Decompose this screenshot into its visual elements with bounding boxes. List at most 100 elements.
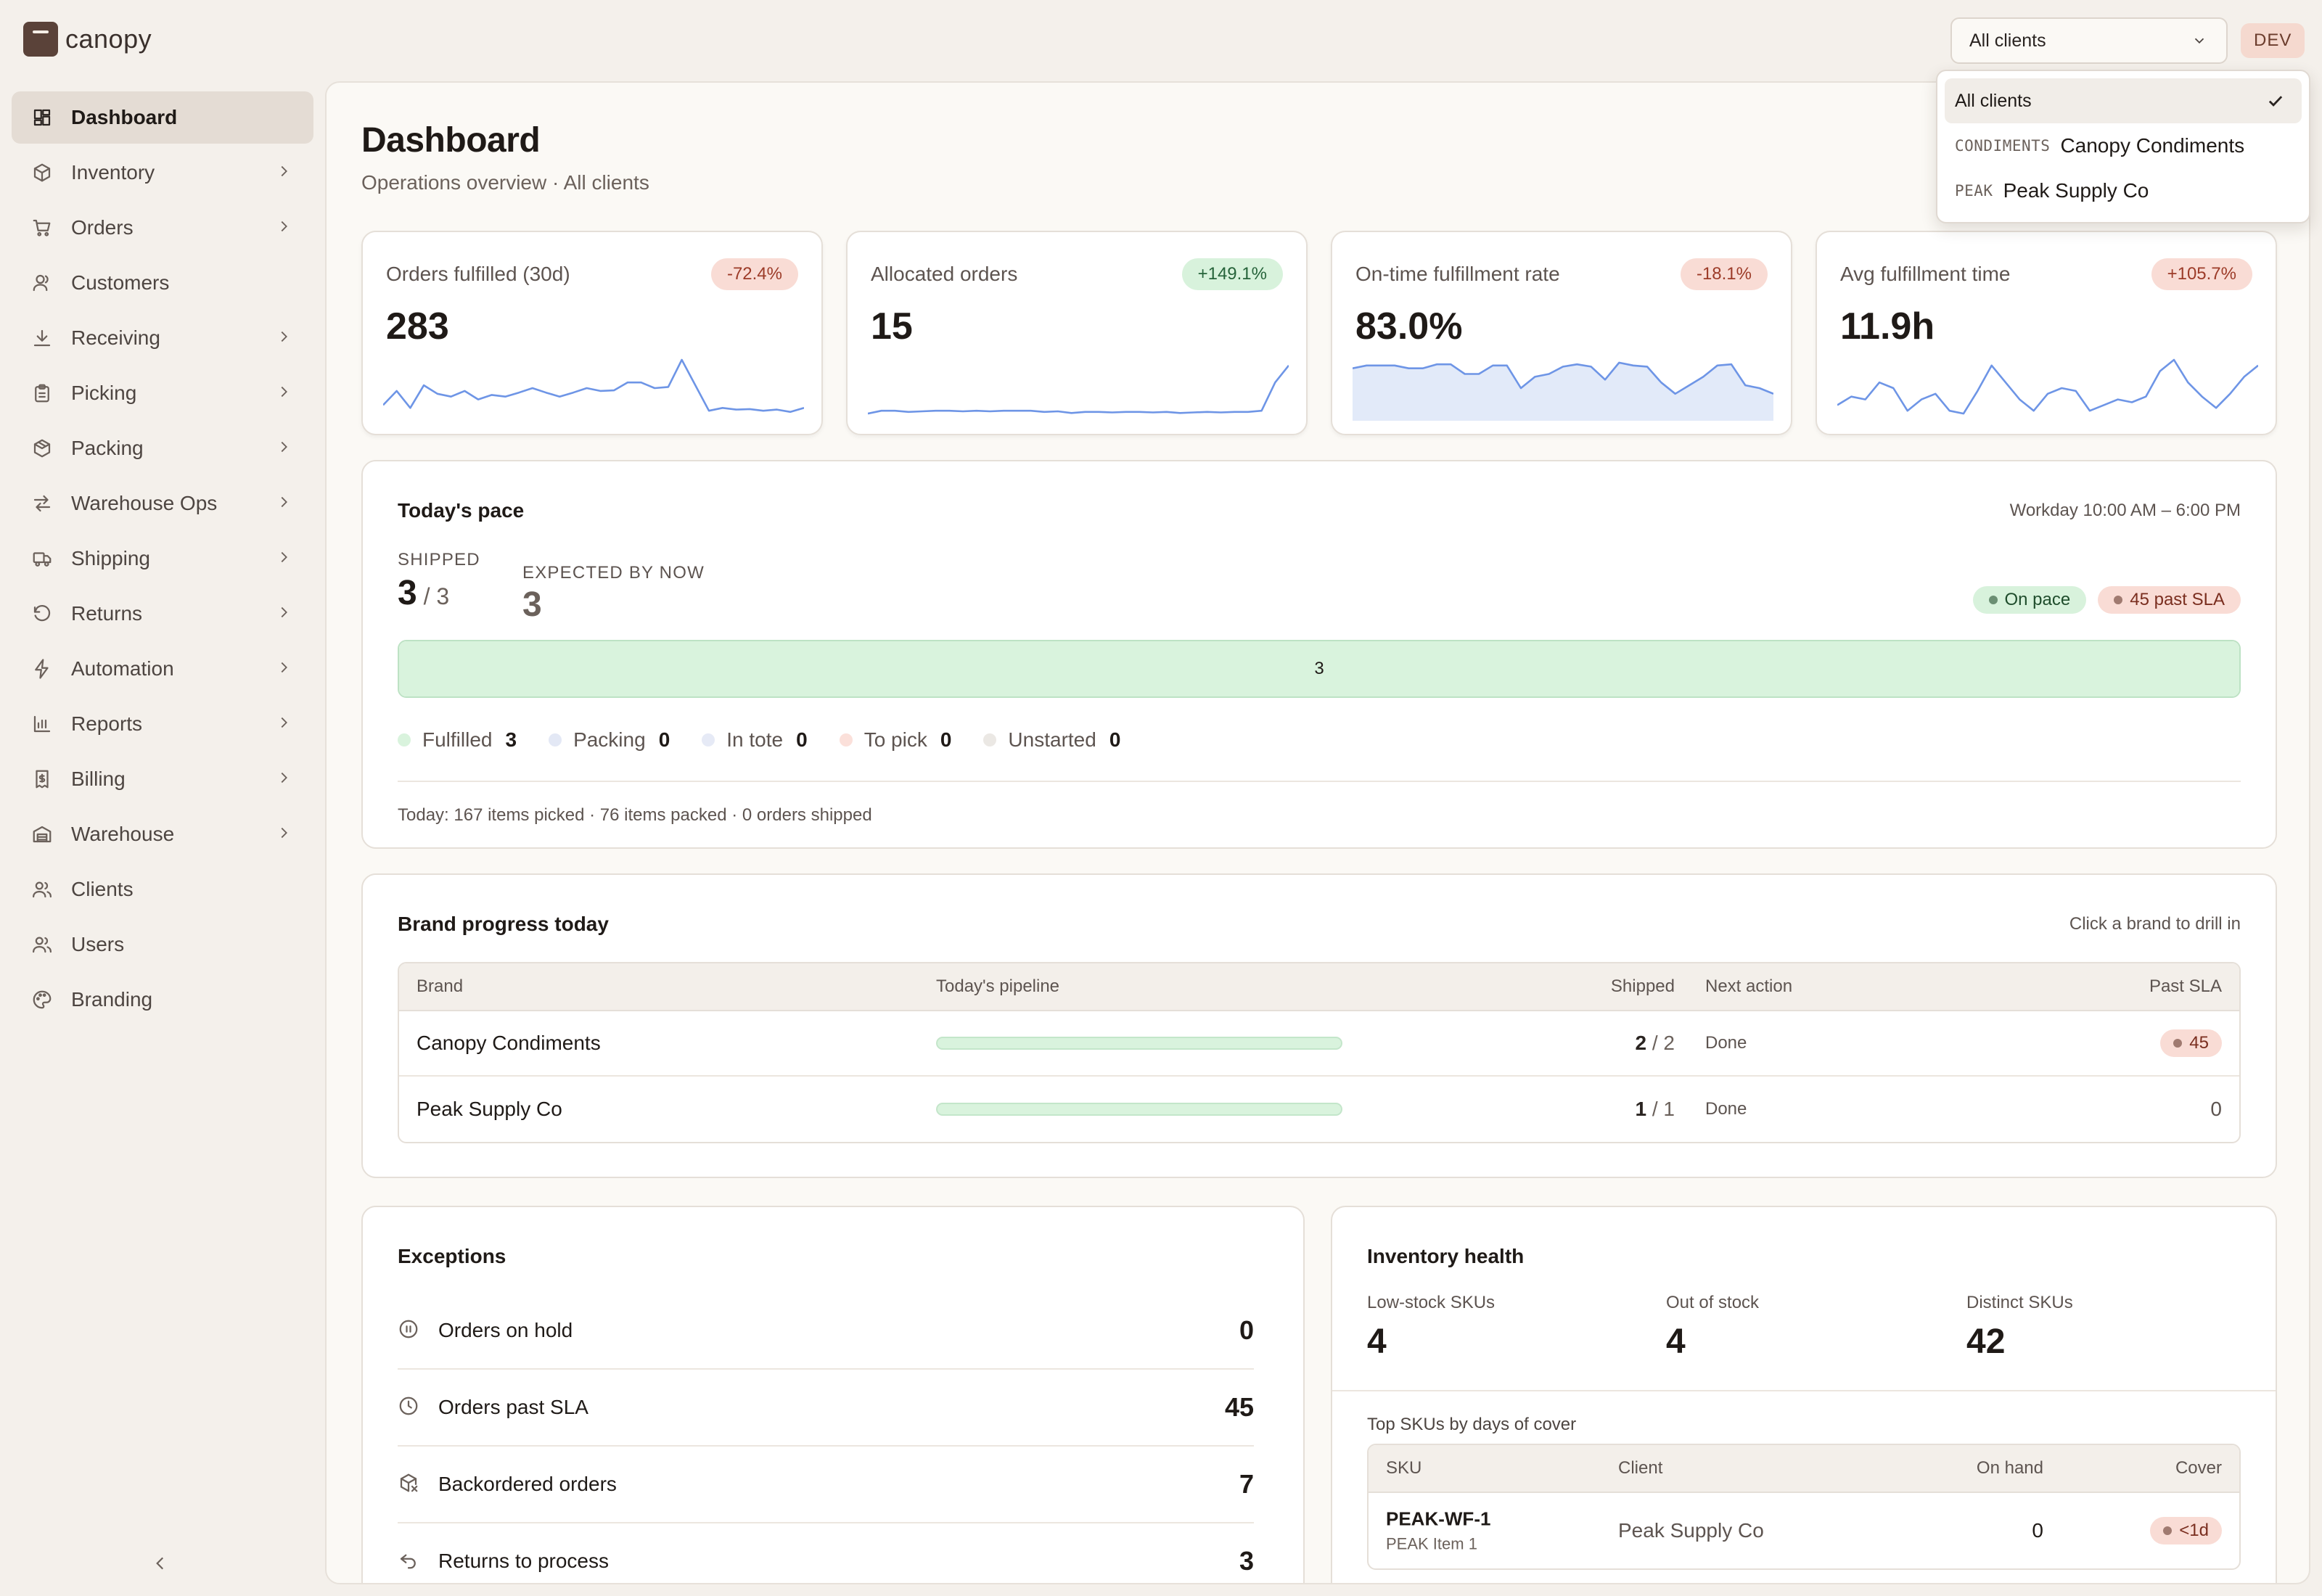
- rotate-ccw-icon: [29, 601, 55, 627]
- legend-count: 0: [796, 728, 808, 751]
- collapse-sidebar-button[interactable]: [151, 1554, 170, 1576]
- sidebar-item-label: Shipping: [71, 547, 150, 569]
- sidebar-item-orders[interactable]: Orders: [12, 202, 313, 254]
- kpi-value: 283: [386, 305, 449, 347]
- client-select[interactable]: All clients: [1950, 17, 2228, 64]
- sku-code: PEAK-WF-1: [1386, 1507, 1491, 1530]
- sidebar-item-users[interactable]: Users: [12, 918, 313, 971]
- sidebar-item-branding[interactable]: Branding: [12, 974, 313, 1026]
- app-logo[interactable]: canopy: [23, 22, 152, 57]
- kpi-sparkline: [383, 358, 804, 414]
- sidebar-item-label: Users: [71, 933, 125, 955]
- sidebar-item-shipping[interactable]: Shipping: [12, 532, 313, 585]
- download-icon: [29, 325, 55, 351]
- kpi-card[interactable]: Orders fulfilled (30d) -72.4% 283: [361, 231, 823, 435]
- sidebar-item-label: Packing: [71, 437, 144, 459]
- legend-label: Fulfilled: [422, 728, 493, 751]
- sidebar-item-returns[interactable]: Returns: [12, 588, 313, 640]
- warehouse-icon: [29, 821, 55, 847]
- status-dot-icon: [2163, 1526, 2173, 1535]
- kpi-card[interactable]: Avg fulfillment time +105.7% 11.9h: [1816, 231, 2277, 435]
- brand-row[interactable]: Canopy Condiments 2 / 2 Done 45: [399, 1011, 2239, 1077]
- env-badge: DEV: [2241, 23, 2305, 58]
- inventory-health-card: Inventory health Low-stock SKUs 4 Out of…: [1331, 1206, 2277, 1583]
- sidebar-item-label: Branding: [71, 988, 153, 1011]
- inventory-divider: [1332, 1390, 2276, 1391]
- inventory-stat-value: 4: [1367, 1323, 1387, 1361]
- client-option[interactable]: CONDIMENTS Canopy Condiments: [1945, 123, 2302, 168]
- chevron-right-icon: [276, 216, 292, 239]
- sidebar-item-label: Billing: [71, 768, 126, 790]
- kpi-label: Orders fulfilled (30d): [386, 263, 570, 285]
- kpi-card[interactable]: Allocated orders +149.1% 15: [846, 231, 1308, 435]
- brand-shipped-count: 1: [1635, 1098, 1647, 1120]
- status-dot-icon: [1988, 596, 1998, 604]
- sidebar-item-warehouse[interactable]: Warehouse: [12, 808, 313, 860]
- kpi-value: 11.9h: [1840, 305, 1935, 347]
- sidebar-item-label: Clients: [71, 878, 134, 900]
- canopy-logo-icon: [23, 22, 58, 57]
- brand-row[interactable]: Peak Supply Co 1 / 1 Done 0: [399, 1077, 2239, 1142]
- client-option[interactable]: PEAK Peak Supply Co: [1945, 168, 2302, 213]
- sidebar-item-reports[interactable]: Reports: [12, 698, 313, 750]
- package-x-icon: [398, 1472, 438, 1497]
- main-content: Dashboard Operations overview · All clie…: [325, 81, 2310, 1584]
- sidebar-item-picking[interactable]: Picking: [12, 367, 313, 419]
- brand-progress-card: Brand progress today Click a brand to dr…: [361, 873, 2277, 1178]
- legend-label: In tote: [726, 728, 784, 751]
- sidebar-item-receiving[interactable]: Receiving: [12, 312, 313, 364]
- sidebar-item-dashboard[interactable]: Dashboard: [12, 91, 313, 144]
- client-option-label: Canopy Condiments: [2060, 134, 2245, 157]
- legend-label: To pick: [863, 728, 927, 751]
- exception-row[interactable]: Orders on hold 0: [398, 1293, 1254, 1370]
- app-name: canopy: [65, 24, 152, 54]
- box-icon: [29, 160, 55, 186]
- client-option[interactable]: All clients: [1945, 78, 2302, 123]
- pace-status-badges: On pace 45 past SLA: [1972, 586, 2241, 614]
- shipped-total: 3: [436, 583, 450, 609]
- brand-pipeline-fill: [936, 1103, 1342, 1116]
- expected-label: EXPECTED BY NOW: [522, 563, 705, 583]
- sku-table-header: SKU Client On hand Cover: [1369, 1445, 2239, 1493]
- sparkline-line: [1353, 361, 1773, 395]
- exception-row[interactable]: Returns to process 3: [398, 1523, 1254, 1583]
- client-option-label: All clients: [1955, 90, 2032, 111]
- sidebar-item-label: Picking: [71, 382, 137, 404]
- exception-count: 3: [1239, 1546, 1254, 1576]
- col-shipped: Shipped: [1610, 976, 1675, 996]
- kpi-sparkline: [868, 364, 1289, 415]
- past-sla-badge: 45: [2160, 1029, 2222, 1057]
- sidebar-item-inventory[interactable]: Inventory: [12, 147, 313, 199]
- sidebar-item-automation[interactable]: Automation: [12, 643, 313, 695]
- kpi-delta-badge: -18.1%: [1680, 258, 1768, 290]
- sparkline-line: [868, 364, 1289, 415]
- sidebar-item-packing[interactable]: Packing: [12, 422, 313, 474]
- brand-table-header: Brand Today's pipeline Shipped Next acti…: [399, 963, 2239, 1011]
- exception-row[interactable]: Orders past SLA 45: [398, 1370, 1254, 1447]
- brand-shipped-count: 2: [1635, 1032, 1647, 1054]
- exception-row[interactable]: Backordered orders 7: [398, 1447, 1254, 1523]
- sidebar-item-warehouse-ops[interactable]: Warehouse Ops: [12, 477, 313, 530]
- kpi-card[interactable]: On-time fulfillment rate -18.1% 83.0%: [1331, 231, 1792, 435]
- sidebar-item-clients[interactable]: Clients: [12, 863, 313, 916]
- pace-bar-value: 3: [1314, 659, 1324, 678]
- legend-dot-icon: [398, 733, 411, 746]
- sidebar-item-customers[interactable]: Customers: [12, 257, 313, 309]
- undo-icon: [398, 1549, 438, 1574]
- brand-pipeline-bar: [936, 1103, 1342, 1116]
- inventory-title: Inventory health: [1367, 1245, 1525, 1267]
- status-dot-icon: [2173, 1039, 2183, 1048]
- exception-label: Orders on hold: [438, 1319, 573, 1341]
- cart-icon: [29, 215, 55, 241]
- exceptions-title: Exceptions: [398, 1245, 506, 1267]
- sidebar-item-billing[interactable]: Billing: [12, 753, 313, 805]
- page-title: Dashboard: [361, 121, 541, 160]
- pace-divider: [398, 781, 2241, 782]
- sku-row[interactable]: PEAK-WF-1 PEAK Item 1 Peak Supply Co 0 <…: [1369, 1493, 2239, 1568]
- kpi-sparkline: [1837, 358, 2258, 415]
- sku-name: PEAK Item 1: [1386, 1534, 1477, 1553]
- client-code: CONDIMENTS: [1955, 137, 2051, 155]
- inventory-stat-label: Out of stock: [1666, 1293, 1760, 1312]
- sparkline-line: [1837, 358, 2258, 415]
- brand-shipped: 1 / 1: [1635, 1098, 1675, 1120]
